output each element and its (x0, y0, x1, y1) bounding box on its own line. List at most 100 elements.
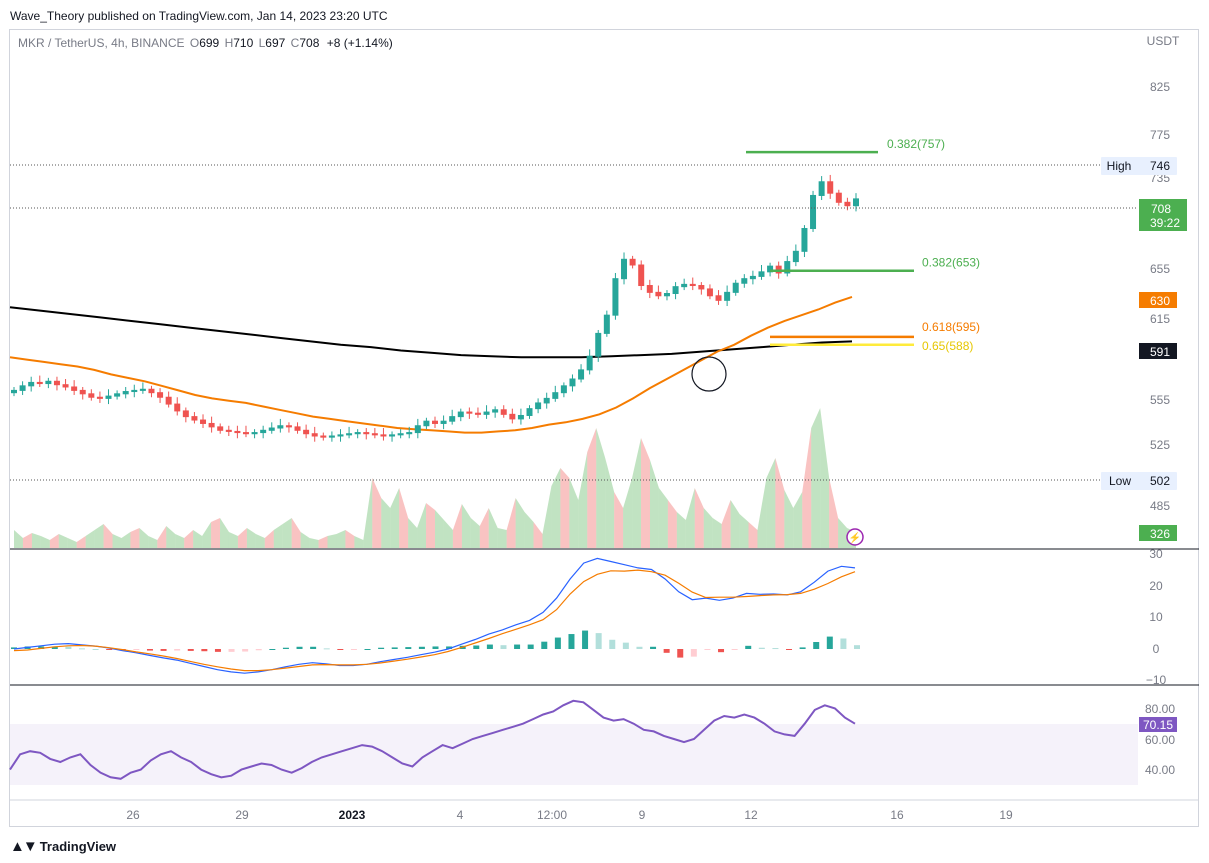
macd-histogram-bar (174, 649, 181, 651)
chart-frame[interactable] (9, 29, 1199, 827)
volume-value: 326 (1150, 527, 1170, 541)
volume-segment (399, 488, 409, 548)
macd-histogram-bar (650, 646, 657, 649)
low-label: Low (1109, 474, 1131, 488)
volume-segment (148, 536, 158, 548)
volume-segment (533, 522, 543, 548)
volume-segment (587, 428, 597, 548)
volume-segment (300, 532, 310, 548)
candle-body (483, 411, 490, 415)
volume-segment (175, 534, 185, 548)
currency-label: USDT (1147, 34, 1180, 48)
candle-body (818, 181, 825, 196)
candle-body (165, 396, 172, 405)
candle-body (535, 402, 542, 410)
candle-body (122, 391, 129, 395)
legend-low-label: L (258, 36, 266, 50)
chart-legend: MKR / TetherUS, 4h, BINANCE O699 H710 L6… (18, 36, 393, 50)
footer-brand[interactable]: ▲▼ TradingView (10, 838, 116, 855)
candle-body (62, 384, 69, 388)
lightning-icon[interactable] (846, 528, 864, 546)
macd-histogram-bar (813, 642, 820, 649)
legend-close-label: C (290, 36, 300, 50)
macd-histogram-bar (65, 646, 72, 649)
volume-segment (31, 533, 41, 548)
price-tick: 485 (1150, 499, 1170, 513)
candle-body (242, 432, 249, 435)
price-tick: 525 (1150, 438, 1170, 452)
macd-histogram-bar (595, 633, 602, 649)
macd-histogram-bar (500, 645, 507, 649)
macd-histogram-bar (745, 645, 752, 649)
volume-segment (560, 468, 570, 548)
volume-segment (479, 508, 489, 548)
candle-body (646, 285, 653, 293)
bar-countdown: 39:22 (1150, 216, 1180, 230)
macd-histogram-bar (690, 649, 697, 657)
candle-body (672, 286, 679, 295)
candle-body (225, 429, 232, 432)
macd-line (13, 557, 856, 674)
candle-body (354, 432, 361, 435)
rsi-pane (9, 699, 856, 780)
volume-segment (67, 538, 77, 548)
candle-body (200, 419, 207, 424)
time-tick: 12:00 (537, 808, 567, 822)
macd-histogram-bar (11, 647, 17, 649)
volume-segment (202, 522, 212, 548)
macd-histogram-bar (446, 646, 453, 649)
volume-segment (694, 488, 704, 548)
time-tick: 9 (639, 808, 646, 822)
candle-body (277, 425, 284, 429)
low-badge-bg (1101, 472, 1177, 490)
candle-body (569, 378, 576, 387)
macd-histogram-bar (582, 630, 589, 649)
volume-segment (488, 508, 498, 548)
macd-histogram-bar (704, 649, 711, 650)
macd-histogram-bar (554, 637, 561, 649)
volume-segment (228, 532, 238, 548)
ema-slow-value: 591 (1150, 345, 1170, 359)
time-tick-year: 2023 (339, 808, 366, 822)
volume-segment (605, 458, 615, 548)
volume-segment (211, 518, 221, 548)
volume-segment (641, 438, 650, 548)
volume-segment (775, 458, 785, 548)
volume-segment (372, 478, 382, 548)
candle-body (88, 393, 95, 398)
price-tick: 825 (1150, 80, 1170, 94)
candle-body (174, 403, 181, 412)
legend-symbol[interactable]: MKR / TetherUS, 4h, BINANCE (18, 36, 185, 50)
macd-tick: −10 (1146, 673, 1167, 687)
macd-histogram-bar (228, 649, 235, 652)
macd-histogram-bar (609, 639, 616, 649)
time-tick: 12 (744, 808, 758, 822)
macd-histogram-bar (840, 638, 847, 649)
macd-histogram-bar (296, 646, 303, 649)
candle-body (285, 425, 292, 428)
price-tick: 615 (1150, 312, 1170, 326)
candle-body (414, 425, 421, 434)
volume-segment (264, 530, 274, 548)
candle-body (844, 201, 851, 207)
volume-segment (76, 536, 86, 548)
volume-segment (578, 452, 588, 548)
volume-segment (811, 408, 821, 548)
macd-histogram-bar (486, 644, 493, 649)
macd-tick: 10 (1149, 610, 1163, 624)
candle-body (827, 181, 834, 194)
crossover-circle[interactable] (691, 356, 727, 392)
volume-segment (784, 490, 794, 548)
candle-body (191, 416, 198, 421)
volume-segment (237, 528, 247, 548)
candle-body (732, 282, 739, 293)
volume-segment (829, 478, 839, 548)
volume-segment (58, 534, 68, 548)
legend-high-label: H (224, 36, 234, 50)
high-label: High (1107, 159, 1132, 173)
last-price-badge (1139, 199, 1187, 231)
macd-histogram-bar (160, 649, 167, 651)
candle-body (217, 426, 224, 431)
ema-slow-path (9, 306, 853, 359)
